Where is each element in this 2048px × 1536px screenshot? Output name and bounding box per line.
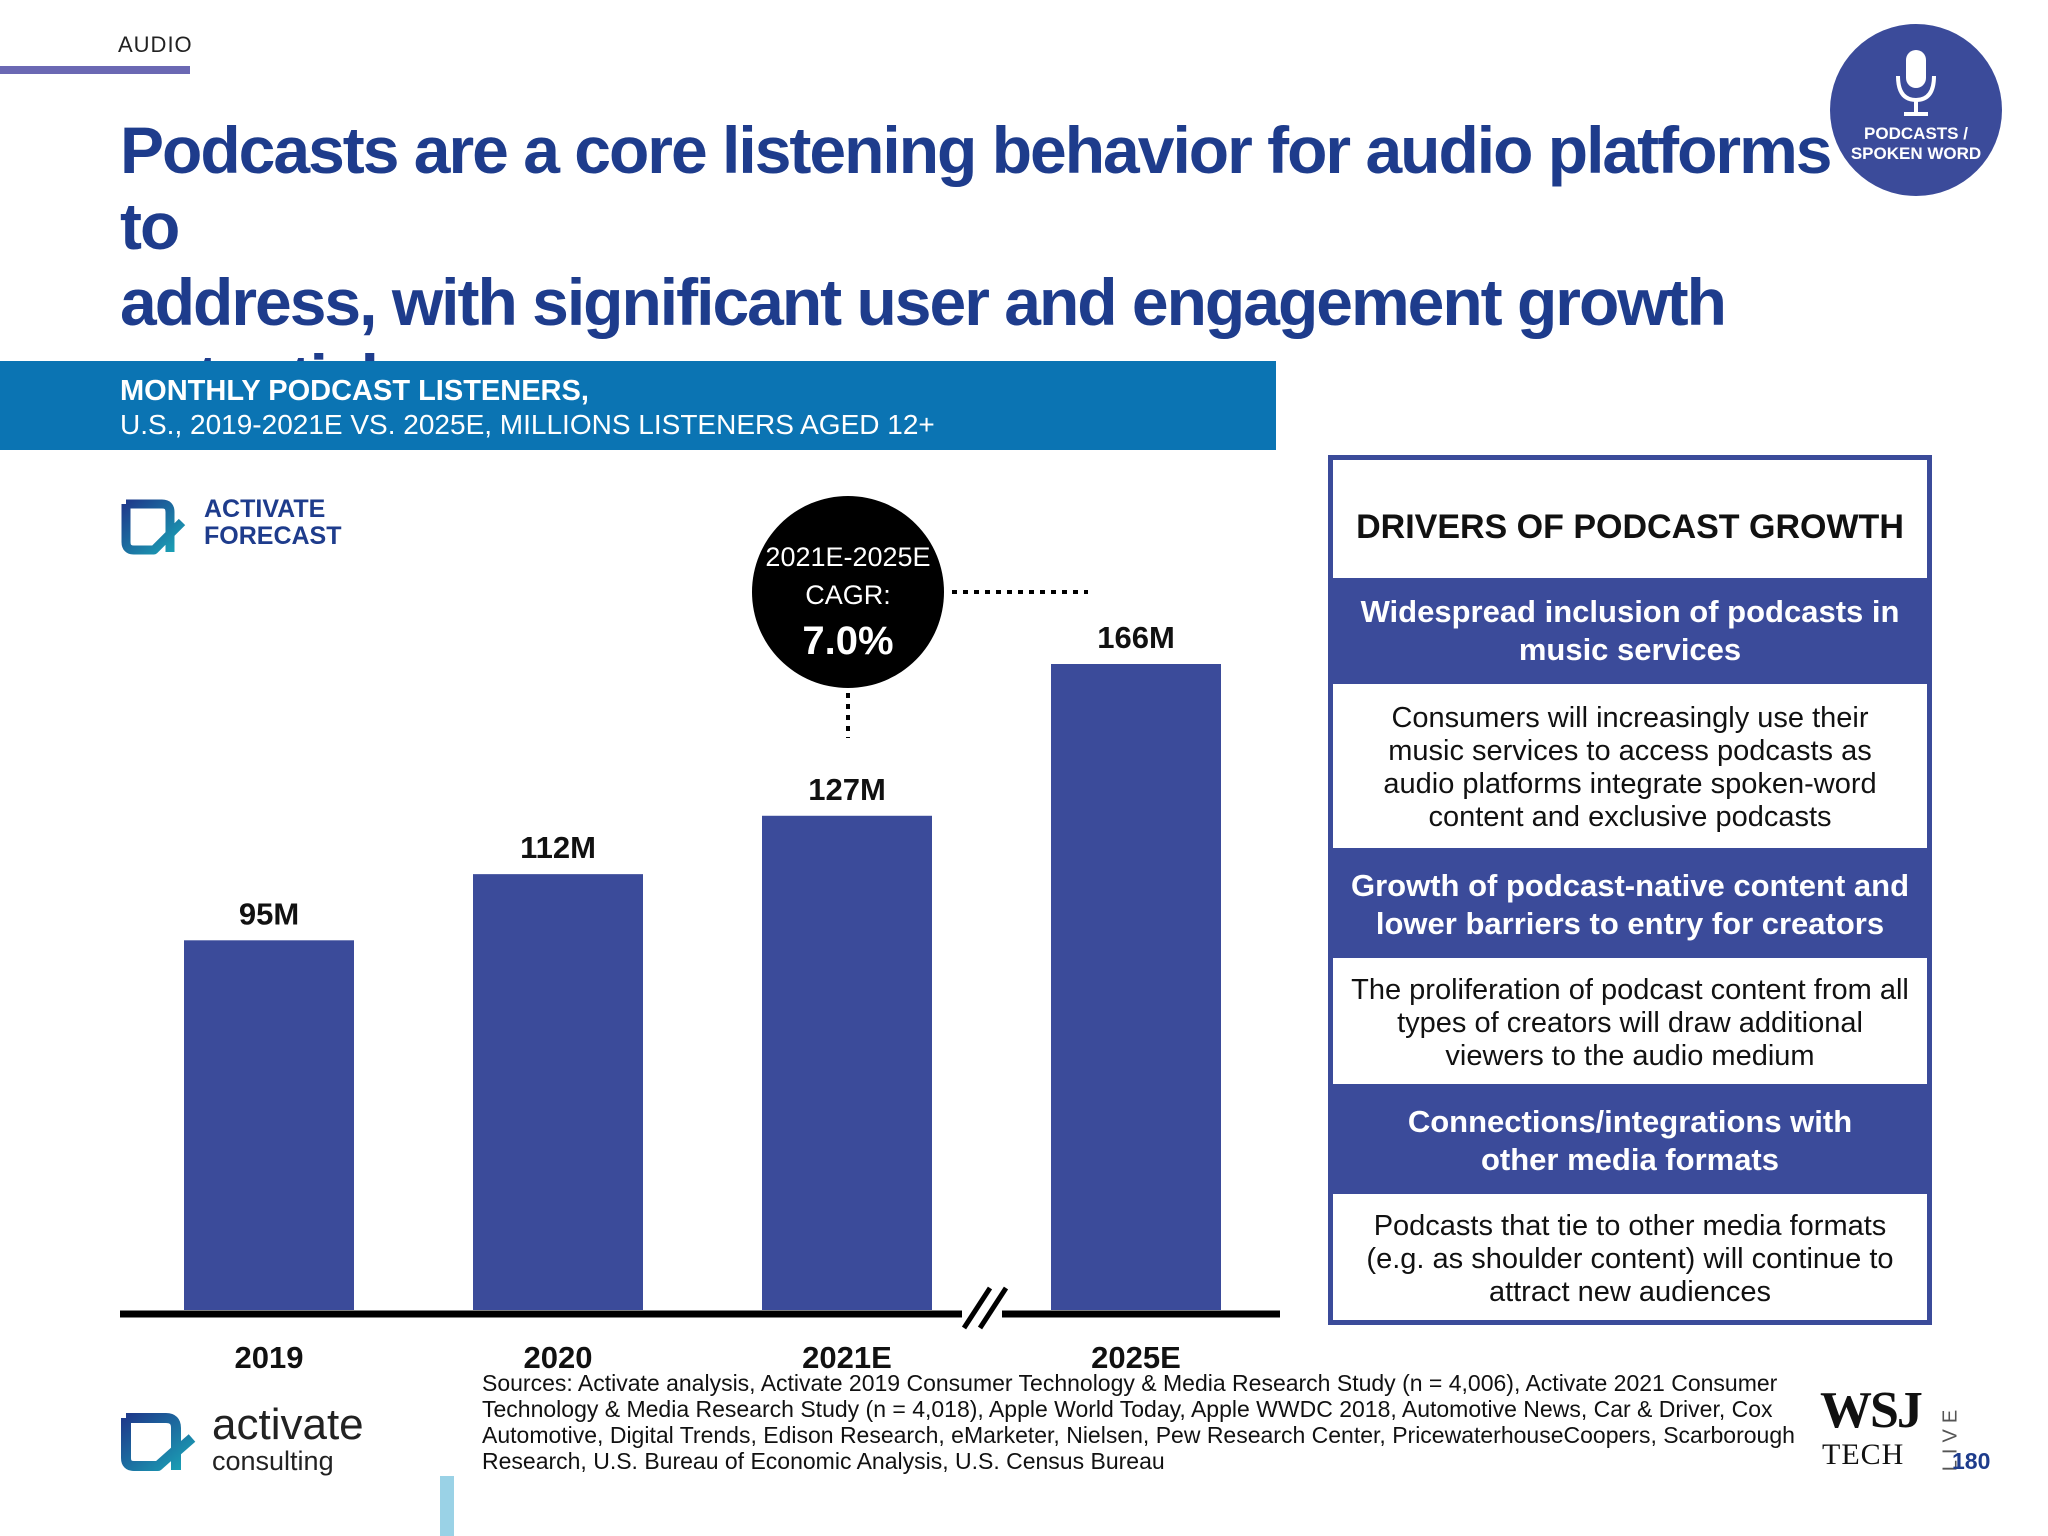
driver-body-2-text: The proliferation of podcast content fro… (1351, 973, 1909, 1072)
bar-2021e (762, 815, 932, 1310)
cagr-label: CAGR: (805, 580, 891, 610)
bar-2020 (473, 874, 643, 1310)
driver-body-3: Podcasts that tie to other media formats… (1333, 1198, 1927, 1320)
wsj-tech-live-logo: WSJ TECH LIVE (1820, 1382, 1962, 1494)
page-title: Podcasts are a core listening behavior f… (120, 112, 1860, 416)
forecast-logo-line-2: FORECAST (204, 522, 342, 550)
driver-separator (1333, 1084, 1927, 1088)
badge-label: PODCASTS / SPOKEN WORD (1830, 124, 2002, 164)
chart-subtitle: U.S., 2019-2021E VS. 2025E, MILLIONS LIS… (120, 409, 935, 440)
section-underline (0, 66, 190, 74)
labels-layer: 95M 2019 112M 2020 127M 2021E 166M 2025E (235, 620, 1181, 1375)
activate-forecast-logo-icon (121, 499, 186, 555)
driver-heading-1-text: Widespread inclusion of podcasts in musi… (1360, 594, 1900, 667)
activate-logo-sub: consulting (212, 1446, 334, 1476)
driver-heading-3-text: Connections/integrations with other medi… (1407, 1104, 1853, 1177)
drivers-title: DRIVERS OF PODCAST GROWTH (1356, 508, 1904, 546)
listeners-bar-chart: 95M 2019 112M 2020 127M 2021E 166M 2025E 2021E-… (120, 496, 1280, 1375)
x-tick-label-2025e: 2025E (1091, 1340, 1181, 1375)
activate-logo-word: activate (212, 1400, 364, 1449)
bar-2019 (184, 940, 354, 1310)
cagr-period: 2021E-2025E (765, 542, 930, 572)
driver-body-1: Consumers will increasingly use their mu… (1333, 688, 1927, 848)
activate-logo-icon (121, 1413, 196, 1471)
page-title-line-1: Podcasts are a core listening behavior f… (120, 113, 1832, 263)
x-tick-label-2019: 2019 (235, 1340, 304, 1375)
section-label: AUDIO (118, 32, 193, 57)
bar-2025e (1051, 664, 1221, 1310)
sources-note: Sources: Activate analysis, Activate 201… (482, 1370, 1795, 1474)
badge-label-line-1: PODCASTS / (1864, 124, 1968, 143)
data-label-2019: 95M (239, 896, 299, 931)
microphone-icon (1896, 50, 1936, 116)
x-tick-label-2021e: 2021E (802, 1340, 892, 1375)
driver-heading-2: Growth of podcast-native content and low… (1333, 852, 1927, 958)
podcasts-badge: PODCASTS / SPOKEN WORD (1830, 24, 2002, 196)
activate-forecast-logo: ACTIVATE FORECAST (118, 494, 348, 558)
wsj-logo-text: WSJ (1820, 1382, 1923, 1439)
data-label-2021e: 127M (808, 772, 886, 807)
driver-heading-3: Connections/integrations with other medi… (1333, 1088, 1927, 1194)
driver-separator (1333, 848, 1927, 852)
cagr-value: 7.0% (802, 619, 893, 663)
page-number: 180 (1952, 1448, 1991, 1474)
chart-header: MONTHLY PODCAST LISTENERS, U.S., 2019-20… (0, 361, 1276, 450)
driver-body-1-text: Consumers will increasingly use their mu… (1383, 702, 1877, 833)
accent-bar (440, 1476, 454, 1536)
badge-label-line-2: SPOKEN WORD (1850, 144, 1982, 163)
x-tick-label-2020: 2020 (524, 1340, 593, 1375)
wsj-tech-text: TECH (1822, 1438, 1905, 1471)
driver-body-2: The proliferation of podcast content fro… (1333, 962, 1927, 1084)
chart-title: MONTHLY PODCAST LISTENERS, (120, 375, 589, 407)
bars-layer (184, 664, 1221, 1310)
driver-heading-1: Widespread inclusion of podcasts in musi… (1333, 578, 1927, 684)
axis-break-marker (961, 1286, 1009, 1330)
forecast-logo-line-1: ACTIVATE (204, 495, 326, 523)
data-label-2020: 112M (520, 830, 596, 865)
data-label-2025e: 166M (1097, 620, 1175, 655)
drivers-panel: DRIVERS OF PODCAST GROWTH Widespread inc… (1328, 455, 1932, 1325)
driver-heading-2-text: Growth of podcast-native content and low… (1350, 868, 1909, 941)
cagr-bubble: 2021E-2025E CAGR: 7.0% (752, 496, 944, 688)
driver-body-3-text: Podcasts that tie to other media formats… (1366, 1209, 1894, 1308)
